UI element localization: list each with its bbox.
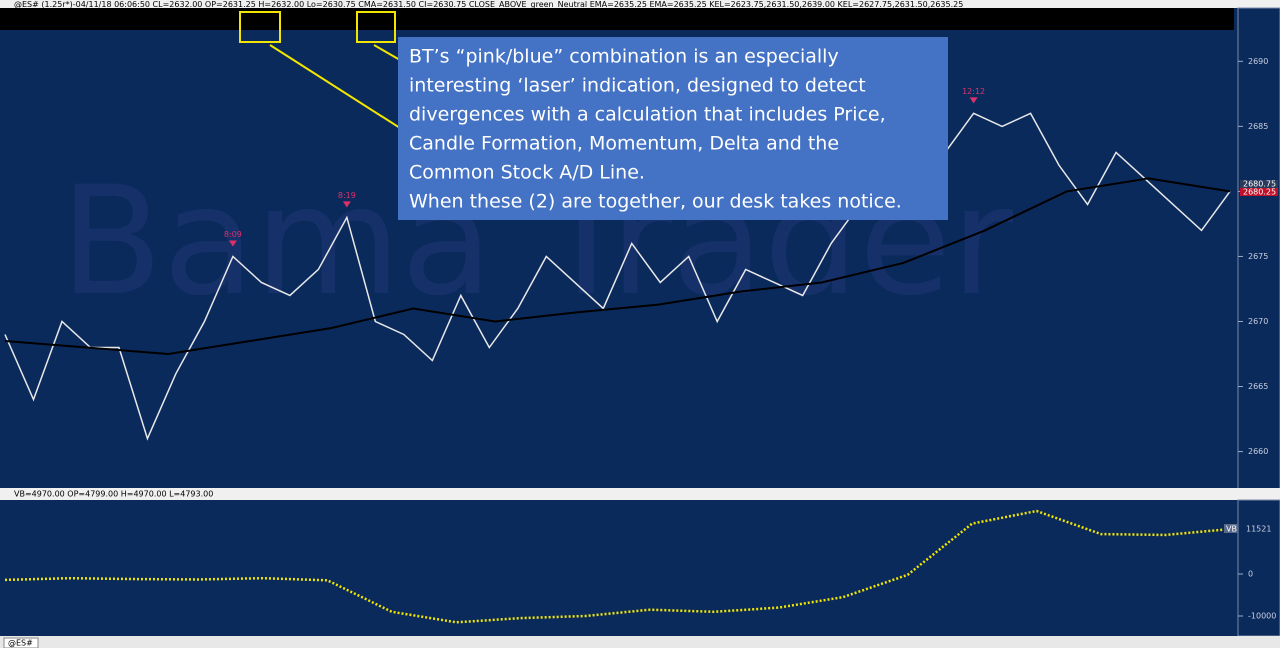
y-tick-label: 2665 [1248, 382, 1268, 391]
highlight-box [239, 11, 281, 43]
arrow [269, 44, 401, 129]
tab-bar [0, 636, 1280, 648]
annotation-line: When these (2) are together, our desk ta… [409, 191, 902, 213]
y-tick-label: 2670 [1248, 317, 1268, 326]
price-tag [1240, 188, 1278, 196]
y-tick-label: 2690 [1248, 57, 1268, 66]
signal-marker [228, 240, 237, 247]
y-tick-label: 2660 [1248, 447, 1268, 456]
annotation-line: BT’s “pink/blue” combination is an espec… [409, 46, 839, 68]
symbol-tab-label[interactable]: @ES# [8, 639, 33, 648]
volume-tag-bg [1224, 524, 1238, 533]
header-text: @ES# (1.25r*)-04/11/18 06:06:50 CL=2632.… [14, 0, 963, 9]
volume-line [4, 509, 1231, 624]
volume-header-bar [0, 488, 1280, 500]
price-tag [1240, 180, 1278, 188]
volume-last-value: 11521 [1246, 525, 1271, 534]
signal-marker [969, 97, 978, 104]
signal-label: 8:19 [338, 191, 356, 200]
price-line [4, 112, 1231, 441]
y-tick-label: 0 [1248, 570, 1253, 579]
y-tick-label: 2675 [1248, 252, 1268, 261]
header-bar [0, 0, 1280, 8]
signal-marker [342, 201, 351, 208]
arrow [373, 44, 401, 61]
volume-axis [1237, 499, 1280, 637]
annotation-box [398, 37, 948, 220]
price-tag-label: 2680.25 [1243, 188, 1276, 197]
ema-line [4, 177, 1231, 356]
signal-label: 12:12 [962, 87, 985, 96]
signal-strip [0, 8, 1234, 30]
annotation-line: Common Stock A/D Line. [409, 162, 645, 184]
volume-header-text: VB=4970.00 OP=4799.00 H=4970.00 L=4793.0… [14, 490, 213, 499]
signal-label: 8:09 [224, 230, 242, 239]
annotation-line: Candle Formation, Momentum, Delta and th… [409, 133, 839, 155]
annotation-line: interesting ‘laser’ indication, designed… [409, 75, 866, 97]
price-tag-label: 2680.75 [1243, 180, 1276, 189]
volume-tag: VB [1226, 525, 1237, 534]
y-tick-label: -10000 [1248, 612, 1276, 621]
highlight-box [356, 11, 396, 43]
annotation-line: divergences with a calculation that incl… [409, 104, 886, 126]
price-axis [1237, 7, 1280, 491]
y-tick-label: 2685 [1248, 122, 1268, 131]
